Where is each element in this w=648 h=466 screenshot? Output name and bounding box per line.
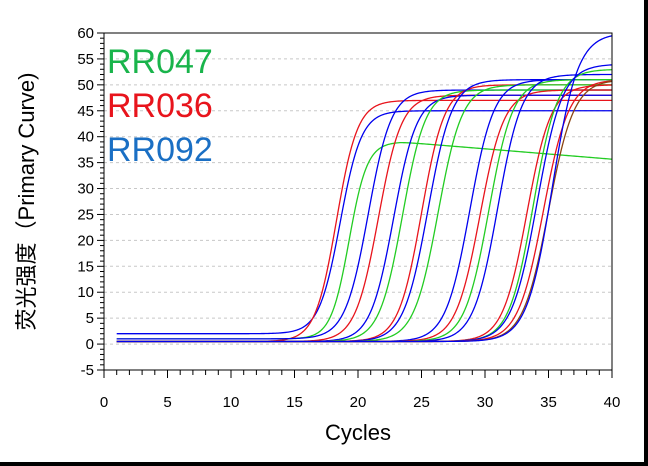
x-tick-label: 25 [413, 394, 430, 411]
x-tick-label: 0 [100, 394, 108, 411]
y-tick-label: 15 [77, 258, 94, 275]
legend-entry: RR047 [107, 43, 213, 81]
y-tick-label: 10 [77, 284, 94, 301]
legend: RR047 RR036 RR092 [107, 43, 213, 169]
x-axis-title: Cycles [325, 420, 391, 445]
y-tick-label: 35 [77, 155, 94, 172]
x-tick-label: 35 [540, 394, 557, 411]
y-tick-label: 60 [77, 25, 94, 42]
y-tick-label: 40 [77, 129, 94, 146]
legend-entry: RR092 [107, 131, 213, 169]
x-tick-label: 15 [286, 394, 303, 411]
series-layer [116, 35, 613, 343]
y-tick-label: 5 [86, 310, 94, 327]
y-tick-label: 25 [77, 206, 94, 223]
y-tick-label: 50 [77, 77, 94, 94]
series-line [116, 89, 612, 343]
series-line [116, 89, 612, 343]
x-tick-label: 10 [223, 394, 240, 411]
y-tick-label: 30 [77, 181, 94, 198]
series-line [116, 35, 613, 343]
x-tick-label: 30 [477, 394, 494, 411]
legend-entry: RR036 [107, 87, 213, 125]
x-tick-label: 40 [604, 394, 621, 411]
plot-area-border [103, 32, 613, 371]
y-tick-label: 20 [77, 232, 94, 249]
y-tick-label: 45 [77, 103, 94, 120]
axis-layer: -5 0 5 10 15 20 25 30 35 40 45 50 55 60 0 5 10 15 20 25 30 35… [77, 25, 620, 411]
y-axis-title: 荧光强度（Primary Curve) [14, 73, 39, 331]
series-line [116, 110, 612, 335]
y-tick-label: 55 [77, 51, 94, 68]
y-tick-label: -5 [81, 362, 94, 379]
x-tick-label: 20 [350, 394, 367, 411]
x-tick-label: 5 [163, 394, 171, 411]
y-tick-label: 0 [86, 336, 94, 353]
